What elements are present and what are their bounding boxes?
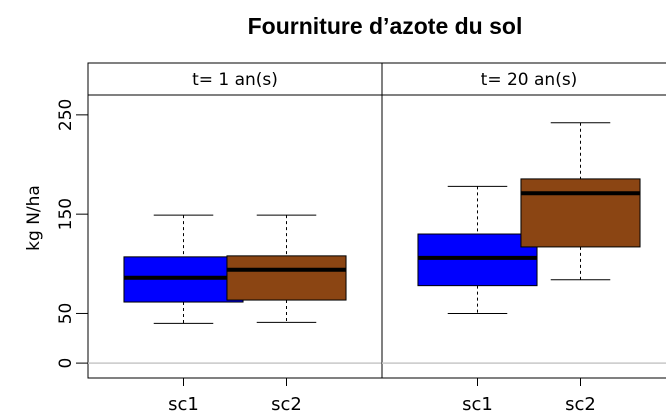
y-tick-label: 0 [56,358,76,369]
chart-title: Fourniture d’azote du sol [248,13,523,39]
panel-title: t= 1 an(s) [192,70,278,90]
box [520,178,641,248]
x-tick-label: sc2 [565,394,596,415]
box [226,255,347,301]
strip [87,62,383,96]
x-tick-label: sc2 [271,394,302,415]
x-tick-label: sc1 [462,394,493,415]
y-tick-label: 250 [56,99,76,131]
y-tick-label: 150 [56,198,76,230]
x-tick-label: sc1 [168,394,199,415]
panel-title: t= 20 an(s) [481,70,578,90]
y-tick-label: 50 [56,303,76,325]
strip [381,62,666,96]
y-axis-label: kg N/ha [24,185,44,251]
panel [381,94,666,379]
panel [87,94,383,379]
